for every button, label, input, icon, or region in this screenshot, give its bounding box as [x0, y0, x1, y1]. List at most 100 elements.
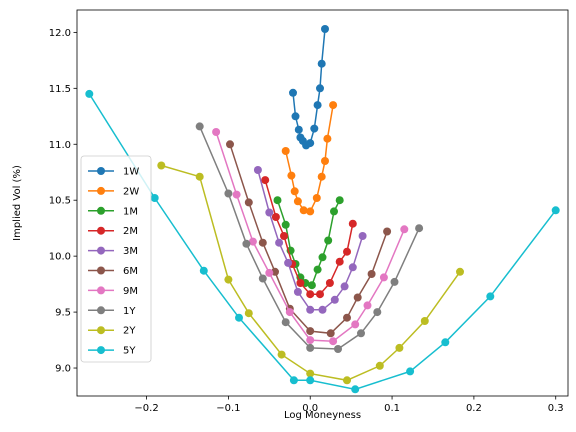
- data-point: [275, 238, 284, 247]
- legend-marker: [97, 246, 105, 255]
- data-point: [293, 287, 302, 296]
- series-3M: [253, 166, 367, 314]
- x-axis: −0.2 −0.1 0.0 0.1 0.2 0.3: [134, 396, 564, 414]
- data-point: [551, 206, 560, 215]
- y-tick-label: 9.0: [55, 364, 71, 375]
- x-tick-label: −0.1: [216, 403, 240, 414]
- data-point: [306, 305, 315, 314]
- data-point: [318, 253, 327, 262]
- data-point: [273, 196, 282, 205]
- data-point: [248, 237, 257, 246]
- data-point: [299, 206, 308, 215]
- data-point: [335, 257, 344, 266]
- data-point: [306, 139, 315, 148]
- legend-marker: [97, 226, 105, 235]
- data-point: [312, 194, 321, 202]
- legend-item: 6M: [88, 266, 138, 277]
- data-point: [306, 343, 315, 352]
- data-point: [244, 198, 253, 207]
- legend: 1W 2W 1M 2M 3M 6M 9M 1Y 2Y 5Y: [80, 155, 152, 363]
- data-point: [335, 196, 344, 205]
- data-point: [373, 308, 382, 317]
- data-point: [351, 385, 360, 394]
- data-point: [330, 295, 339, 304]
- legend-label: 1W: [123, 167, 139, 178]
- legend-marker: [97, 206, 105, 215]
- legend-label: 2M: [123, 226, 138, 237]
- data-point: [313, 265, 322, 274]
- data-point: [313, 101, 322, 110]
- data-point: [232, 190, 241, 199]
- data-point: [317, 172, 326, 181]
- data-point: [284, 258, 293, 267]
- data-point: [280, 232, 288, 240]
- data-point: [306, 290, 315, 299]
- data-point: [199, 266, 208, 275]
- data-point: [290, 187, 299, 196]
- data-point: [307, 281, 316, 290]
- data-point: [226, 140, 234, 149]
- data-point: [242, 239, 251, 248]
- data-point: [363, 301, 372, 310]
- x-tick-label: 0.3: [548, 403, 564, 414]
- legend-marker: [97, 266, 105, 275]
- data-point: [456, 267, 464, 276]
- series-2M: [261, 176, 357, 299]
- data-point: [343, 313, 351, 322]
- data-point: [157, 161, 166, 170]
- legend-label: 9M: [123, 286, 138, 297]
- data-point: [321, 157, 329, 165]
- data-point: [343, 247, 351, 256]
- x-tick-label: −0.2: [134, 403, 158, 414]
- data-point: [289, 88, 297, 97]
- data-point: [390, 277, 399, 286]
- legend-item: 2W: [88, 186, 139, 197]
- y-tick-label: 10.5: [49, 196, 71, 207]
- data-point: [318, 305, 327, 314]
- legend-label: 3M: [123, 246, 138, 257]
- data-point: [294, 125, 303, 134]
- data-point: [281, 318, 290, 327]
- legend-marker: [97, 346, 105, 355]
- data-point: [441, 338, 450, 347]
- data-point: [321, 25, 329, 33]
- legend-marker: [97, 186, 105, 195]
- data-point: [310, 124, 319, 133]
- x-axis-label: Log Moneyness: [284, 410, 361, 421]
- legend-marker: [97, 286, 105, 295]
- data-point: [343, 376, 351, 385]
- data-point: [285, 308, 294, 317]
- axes-frame: [76, 9, 569, 397]
- data-point: [395, 343, 404, 352]
- y-tick-label: 11.0: [49, 140, 71, 151]
- data-point: [150, 194, 159, 202]
- y-tick-label: 9.5: [55, 308, 71, 319]
- legend-item: 1Y: [88, 306, 136, 317]
- data-point: [224, 275, 233, 284]
- data-point: [400, 225, 409, 234]
- series-layer: [85, 25, 560, 394]
- data-point: [293, 197, 302, 206]
- data-point: [316, 290, 324, 299]
- data-point: [195, 122, 204, 131]
- data-point: [224, 189, 233, 198]
- data-point: [253, 166, 262, 174]
- y-tick-label: 12.0: [49, 28, 71, 39]
- data-point: [329, 101, 338, 110]
- data-point: [281, 147, 290, 155]
- series-5Y: [85, 89, 560, 394]
- legend-item: 1W: [88, 167, 139, 178]
- data-point: [348, 263, 357, 272]
- x-tick-label: 0.0: [302, 403, 318, 414]
- data-point: [258, 274, 267, 283]
- data-point: [420, 317, 429, 325]
- data-point: [325, 279, 334, 287]
- data-point: [306, 336, 315, 345]
- legend-label: 1Y: [123, 306, 136, 317]
- legend-item: 3M: [88, 246, 138, 257]
- data-point: [212, 128, 221, 136]
- legend-marker: [97, 326, 105, 335]
- legend-marker: [97, 167, 105, 175]
- legend-label: 1M: [123, 206, 138, 217]
